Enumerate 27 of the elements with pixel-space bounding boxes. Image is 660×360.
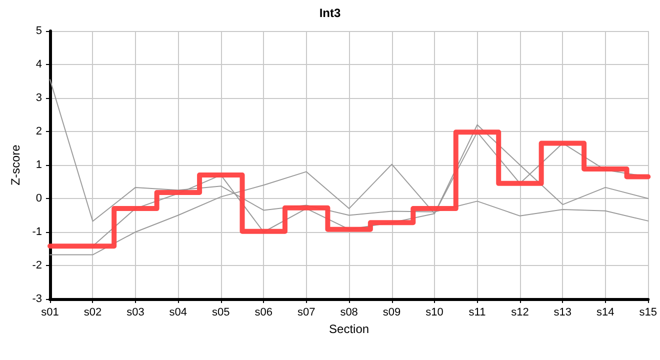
y-tick-label: -3 [32, 293, 42, 305]
y-tick-label: 5 [36, 25, 42, 37]
x-tick-label: s03 [126, 306, 144, 318]
x-tick-label: s13 [554, 306, 572, 318]
y-tick-label: 0 [36, 192, 42, 204]
y-tick-label: 2 [36, 126, 42, 138]
y-tick-label: -1 [32, 226, 42, 238]
x-tick-label: s10 [426, 306, 444, 318]
x-tick-label: s02 [84, 306, 102, 318]
x-tick-label: s07 [297, 306, 316, 318]
x-tick-label: s12 [511, 306, 529, 318]
chart-title: Int3 [319, 6, 341, 20]
y-tick-label: -2 [32, 260, 42, 272]
x-tick-label: s01 [41, 306, 59, 318]
y-tick-label: 4 [36, 58, 42, 70]
y-axis-title: Z-score [8, 144, 22, 186]
x-tick-label: s09 [382, 306, 401, 318]
x-tick-label: s14 [596, 306, 614, 318]
x-tick-label: s06 [254, 306, 272, 318]
x-tick-label: s08 [340, 306, 358, 318]
x-tick-label: s05 [212, 306, 230, 318]
y-tick-label: 1 [36, 159, 42, 171]
y-tick-label: 3 [36, 92, 42, 104]
x-tick-label: s04 [169, 306, 188, 318]
x-tick-label: s11 [468, 306, 486, 318]
x-axis-title: Section [329, 322, 370, 336]
x-tick-label: s15 [639, 306, 658, 318]
